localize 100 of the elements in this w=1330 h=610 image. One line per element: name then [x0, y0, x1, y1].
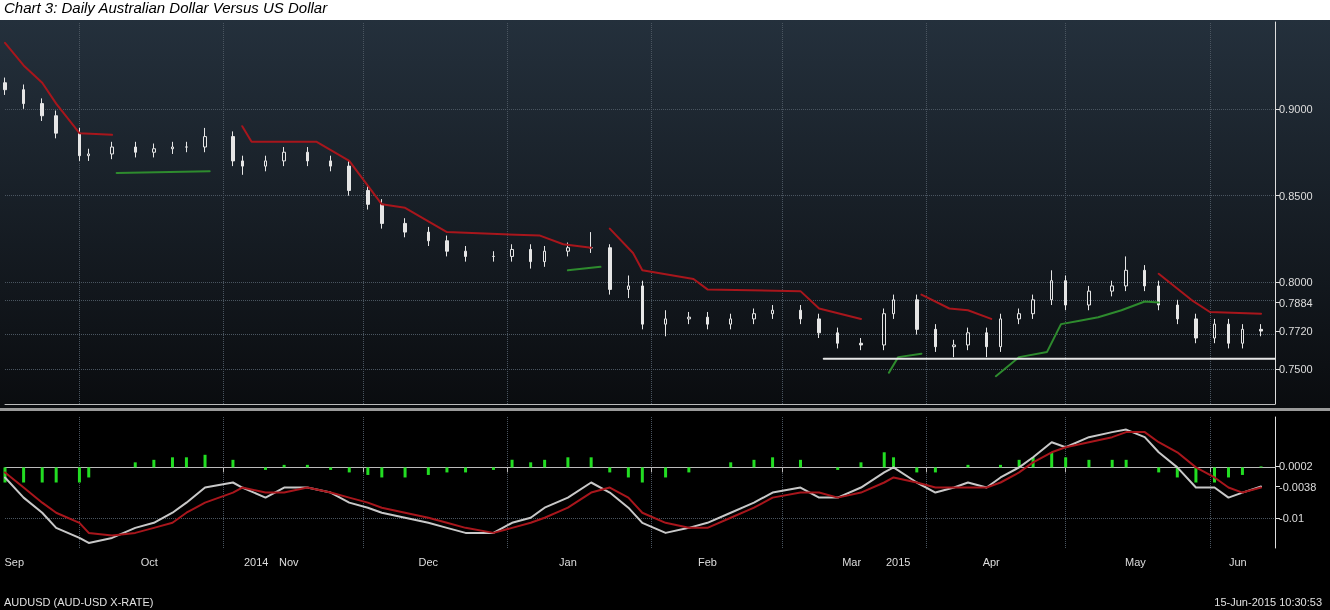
candlestick — [1157, 280, 1160, 311]
bar — [771, 457, 775, 468]
bar — [640, 467, 644, 483]
candlestick — [1241, 323, 1244, 349]
candlestick — [464, 245, 467, 263]
bar — [184, 457, 188, 468]
candlestick — [836, 327, 839, 349]
bar — [589, 457, 593, 468]
candlestick — [152, 143, 156, 158]
candlestick — [78, 127, 81, 162]
candlestick — [171, 141, 174, 155]
y-tick-label: -0.0038 — [1279, 480, 1317, 493]
candlestick — [231, 130, 235, 167]
bar — [1064, 457, 1068, 468]
bar — [729, 462, 733, 468]
y-tick-label: 0.8500 — [1279, 189, 1313, 202]
bar — [1087, 459, 1091, 468]
x-tick-label: Nov — [278, 555, 300, 568]
bar — [491, 467, 495, 470]
bar — [510, 459, 514, 468]
x-tick-label: Oct — [140, 555, 158, 568]
y-tick-label: 0.9000 — [1279, 102, 1313, 115]
candlestick — [706, 311, 709, 330]
bar — [626, 467, 630, 478]
candlestick — [729, 313, 732, 330]
x-tick-label: Mar — [842, 555, 862, 568]
candlestick — [608, 243, 612, 296]
bar — [566, 457, 570, 468]
bar — [859, 462, 863, 468]
bar — [152, 459, 156, 468]
bar — [347, 467, 351, 473]
candlestick — [859, 337, 863, 351]
candlestick — [282, 146, 286, 167]
text: 15-Jun-2015 10:30:53 — [1214, 595, 1323, 608]
bar — [687, 467, 691, 473]
candlestick — [915, 294, 919, 336]
x-tick-label: May — [1125, 555, 1147, 568]
candlestick — [241, 155, 244, 176]
candlestick — [566, 242, 570, 257]
x-tick-label: Jan — [559, 555, 577, 568]
bar — [1194, 467, 1198, 483]
candlestick — [664, 309, 667, 337]
x-tick-label: Jun — [1228, 555, 1247, 568]
candlestick — [403, 217, 407, 238]
candlestick — [752, 308, 756, 325]
bar — [1240, 467, 1244, 475]
candlestick — [134, 141, 137, 158]
bar — [529, 462, 533, 468]
bar — [170, 457, 174, 468]
y-tick-label: 0.7720 — [1279, 325, 1313, 338]
candlestick — [641, 280, 644, 330]
bar — [203, 454, 207, 468]
candlestick — [817, 313, 821, 339]
bar — [264, 467, 268, 470]
candlestick — [1050, 269, 1053, 306]
candlestick — [264, 155, 267, 172]
bar — [366, 467, 370, 475]
y-tick-label: 0.7884 — [1279, 296, 1313, 309]
candlestick — [380, 198, 384, 230]
candlestick — [1110, 280, 1114, 297]
bar — [798, 459, 802, 468]
bar — [752, 459, 756, 468]
candlestick — [1143, 264, 1146, 292]
candlestick — [87, 148, 90, 162]
candlestick — [1213, 318, 1216, 344]
candlestick — [1017, 308, 1021, 325]
x-tick-label: Dec — [418, 555, 439, 568]
bar — [1157, 467, 1161, 473]
x-tick-label: 2014 — [243, 555, 269, 568]
y-tick-label: 0.7500 — [1279, 363, 1313, 376]
x-tick-label: Sep — [4, 555, 25, 568]
y-tick-label: 0.8000 — [1279, 276, 1313, 289]
bar — [231, 459, 235, 468]
bar — [1226, 467, 1230, 478]
candlestick — [934, 323, 937, 353]
bar — [54, 467, 58, 483]
y-tick-label: 0.0002 — [1279, 460, 1313, 473]
bar — [608, 467, 612, 473]
bar — [22, 467, 26, 483]
candlestick — [445, 235, 449, 257]
candlestick — [306, 146, 309, 167]
candlestick — [1194, 313, 1198, 344]
candlestick — [110, 141, 114, 160]
bar — [464, 467, 468, 473]
candlestick — [3, 77, 7, 96]
candlestick — [1176, 299, 1179, 325]
bar — [1124, 459, 1128, 468]
candlestick — [22, 84, 25, 110]
bar — [133, 462, 137, 468]
candlestick — [366, 184, 370, 211]
candlestick — [54, 110, 58, 139]
candlestick — [892, 294, 895, 320]
candlestick — [627, 275, 630, 299]
x-tick-label: Feb — [697, 555, 717, 568]
bar — [403, 467, 407, 478]
candlestick — [687, 311, 691, 325]
candlestick — [589, 231, 593, 254]
candlestick — [771, 304, 774, 320]
candlestick — [543, 245, 546, 268]
candlestick — [329, 155, 332, 172]
